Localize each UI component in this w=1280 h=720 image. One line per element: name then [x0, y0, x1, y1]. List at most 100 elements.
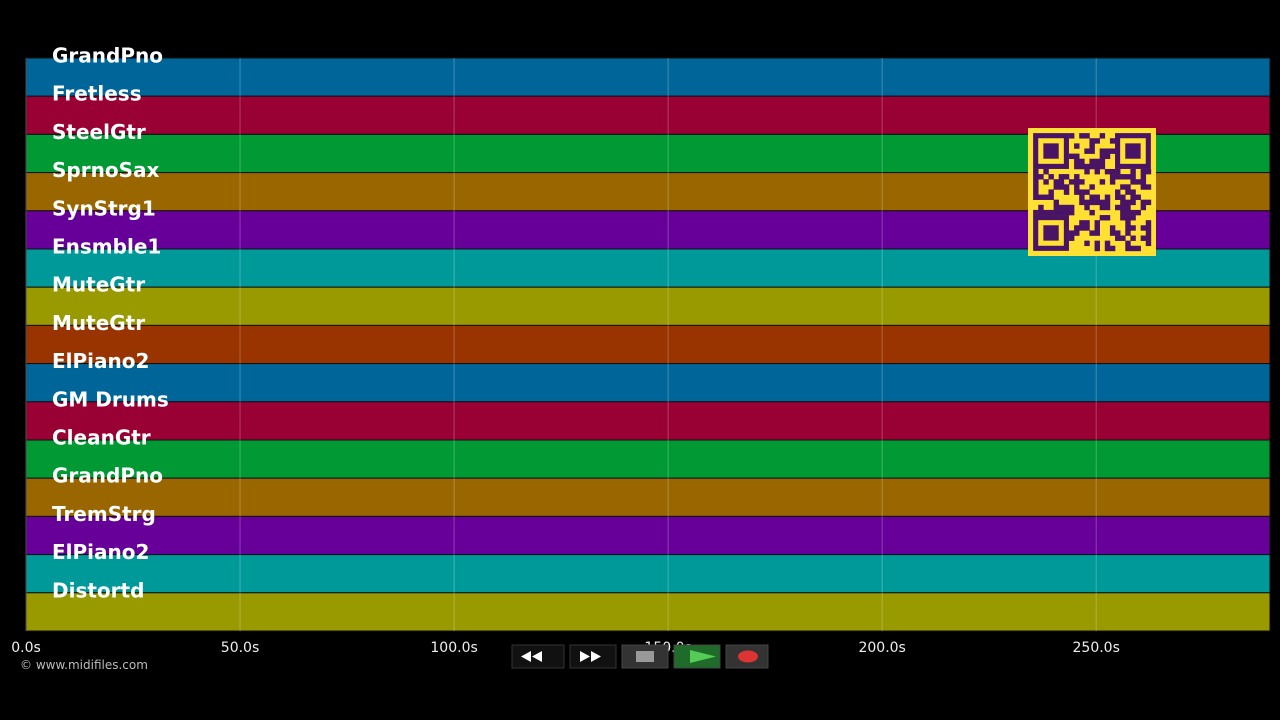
qr-module	[1130, 215, 1136, 221]
qr-module	[1053, 209, 1060, 216]
qr-module	[1094, 138, 1100, 144]
qr-module	[1115, 230, 1121, 236]
qr-module	[1099, 153, 1106, 160]
qr-module	[1084, 240, 1090, 247]
qr-module	[1089, 209, 1095, 216]
qr-module	[1074, 184, 1080, 190]
qr-module	[1145, 230, 1152, 236]
qr-module	[1079, 158, 1085, 165]
qr-module	[1079, 179, 1085, 185]
track-name: GrandPno	[52, 44, 163, 68]
qr-module	[1038, 204, 1044, 211]
track-name: SteelGtr	[52, 120, 146, 144]
qr-module	[1099, 204, 1106, 211]
qr-module	[1099, 158, 1106, 165]
qr-module	[1125, 230, 1131, 236]
qr-module	[1074, 230, 1080, 236]
qr-module	[1043, 179, 1049, 185]
qr-module	[1109, 168, 1116, 175]
qr-module	[1079, 194, 1085, 200]
track-name: SprnoSax	[52, 158, 159, 182]
qr-module	[1094, 240, 1100, 247]
track-name: Ensmble1	[52, 235, 161, 259]
qr-module	[1140, 235, 1147, 241]
qr-module	[1094, 168, 1100, 175]
track-band	[25, 554, 1271, 594]
qr-module	[1140, 184, 1147, 190]
x-tick-label: 0.0s	[11, 640, 41, 656]
qr-module	[1063, 184, 1070, 190]
qr-module	[1140, 225, 1147, 231]
qr-module	[1104, 199, 1111, 206]
qr-module	[1058, 174, 1065, 180]
qr-module	[1094, 230, 1100, 236]
qr-module	[1074, 179, 1080, 185]
track-band	[25, 592, 1271, 632]
track-labels: GrandPno Fretless SteelGtr SprnoSax SynStrg1…	[52, 44, 169, 603]
qr-module	[1104, 215, 1111, 221]
qr-module	[1063, 174, 1070, 180]
qr-module	[1068, 230, 1075, 236]
qr-module	[1125, 199, 1131, 206]
qr-module	[1120, 235, 1126, 241]
rewind-button[interactable]	[511, 644, 565, 669]
qr-code	[1028, 128, 1156, 256]
qr-module	[1094, 245, 1100, 252]
qr-module	[1033, 189, 1039, 195]
track-name: Distortd	[52, 578, 144, 602]
qr-module	[1109, 245, 1116, 252]
qr-module	[1053, 204, 1060, 211]
qr-module	[1033, 184, 1039, 190]
qr-module	[1130, 168, 1136, 175]
qr-module	[1053, 199, 1060, 206]
qr-module	[1053, 184, 1060, 190]
qr-module	[1089, 194, 1095, 200]
qr-module	[1043, 168, 1049, 175]
qr-module	[1135, 245, 1141, 252]
qr-module	[1089, 199, 1095, 206]
track-name: Fretless	[52, 82, 142, 106]
qr-module	[1058, 184, 1065, 190]
play-button[interactable]	[673, 644, 721, 669]
qr-module	[1145, 225, 1152, 231]
track-band	[25, 324, 1271, 365]
track-name: CleanGtr	[52, 426, 151, 450]
qr-module	[1120, 199, 1126, 206]
qr-module	[1079, 199, 1085, 206]
qr-module	[1048, 209, 1054, 216]
qr-module	[1109, 230, 1116, 236]
qr-module	[1079, 225, 1085, 231]
qr-module	[1130, 225, 1136, 231]
qr-module	[1084, 204, 1090, 211]
qr-module	[1094, 199, 1100, 206]
qr-module	[1099, 179, 1106, 185]
qr-module	[1084, 189, 1090, 195]
qr-module	[1140, 199, 1147, 206]
transport	[511, 644, 769, 669]
qr-module	[1145, 199, 1152, 206]
qr-module	[1038, 194, 1044, 200]
qr-module	[1089, 158, 1095, 165]
track-name: TremStrg	[52, 502, 156, 526]
qr-finder-center	[1125, 143, 1141, 159]
qr-module	[1089, 138, 1095, 144]
qr-module	[1104, 148, 1111, 154]
qr-module	[1125, 245, 1131, 252]
qr-module	[1068, 153, 1075, 160]
record-button[interactable]	[725, 644, 769, 669]
forward-button[interactable]	[569, 644, 617, 669]
qr-module	[1104, 153, 1111, 160]
qr-module	[1130, 209, 1136, 216]
qr-module	[1068, 133, 1075, 139]
track-band	[25, 363, 1271, 403]
qr-module	[1130, 189, 1136, 195]
x-tick-label: 250.0s	[1073, 640, 1120, 656]
qr-module	[1048, 194, 1054, 200]
qr-module	[1104, 194, 1111, 200]
stop-button[interactable]	[621, 644, 669, 669]
qr-module	[1125, 209, 1131, 216]
qr-module	[1074, 158, 1080, 165]
qr-module	[1115, 194, 1121, 200]
